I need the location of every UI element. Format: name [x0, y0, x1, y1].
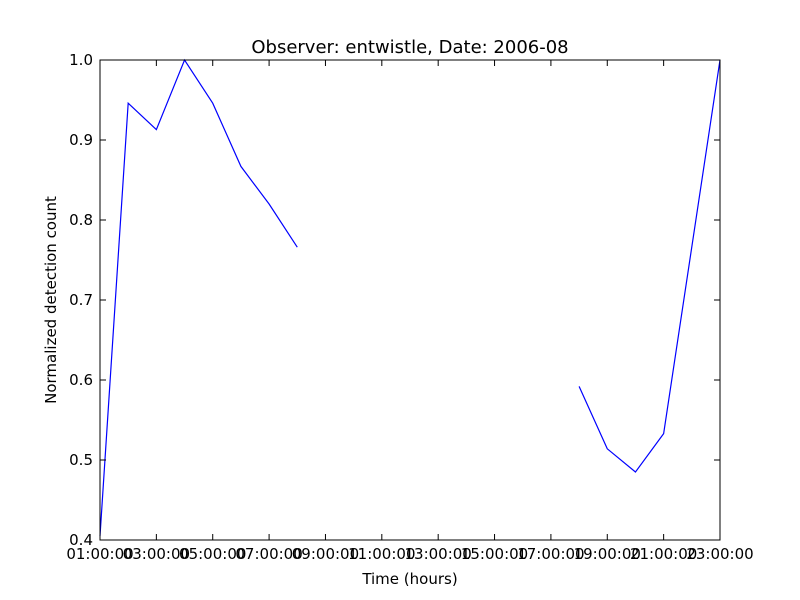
- y-tick-label: 1.0: [69, 51, 93, 69]
- chart-title: Observer: entwistle, Date: 2006-08: [251, 37, 568, 58]
- x-axis-label: Time (hours): [361, 570, 457, 588]
- x-tick-label: 19:00:00: [574, 545, 641, 563]
- y-axis-label: Normalized detection count: [42, 196, 60, 404]
- series-line-segment: [578, 59, 721, 473]
- y-tick-label: 0.9: [69, 131, 93, 149]
- plot-area: 01:00:0003:00:0005:00:0007:00:0009:00:00…: [66, 51, 753, 563]
- y-tick-label: 0.7: [69, 291, 93, 309]
- x-tick-label: 03:00:00: [123, 545, 190, 563]
- x-tick-label: 17:00:00: [517, 545, 584, 563]
- x-tick-label: 07:00:00: [235, 545, 302, 563]
- y-tick-label: 0.5: [69, 451, 93, 469]
- y-tick-label: 0.8: [69, 211, 93, 229]
- x-tick-label: 05:00:00: [179, 545, 246, 563]
- x-tick-label: 21:00:00: [630, 545, 697, 563]
- y-tick-label: 0.4: [69, 531, 93, 549]
- x-tick-label: 13:00:00: [404, 545, 471, 563]
- x-tick-label: 11:00:00: [348, 545, 415, 563]
- x-tick-label: 01:00:00: [66, 545, 133, 563]
- x-tick-label: 23:00:00: [686, 545, 753, 563]
- series-line-segment: [99, 58, 298, 537]
- y-tick-label: 0.6: [69, 371, 93, 389]
- x-tick-label: 09:00:00: [292, 545, 359, 563]
- x-tick-label: 15:00:00: [461, 545, 528, 563]
